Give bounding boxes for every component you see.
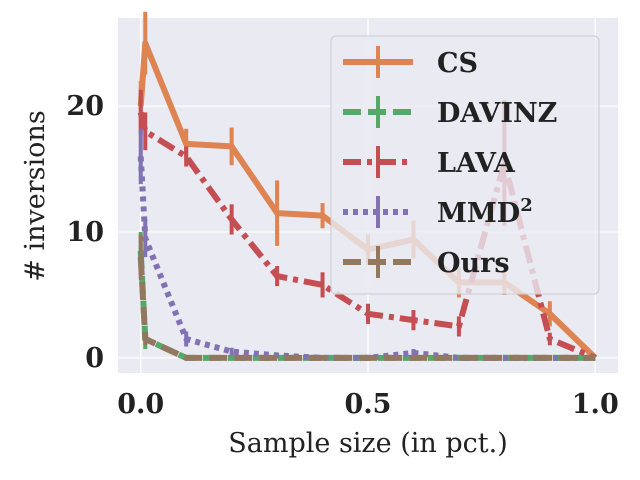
legend-item: MMD2 xyxy=(343,195,533,229)
y-axis-label: # inversions xyxy=(20,110,51,281)
y-tick-label: 20 xyxy=(66,91,104,122)
x-tick-labels: 0.0 0.5 1.0 xyxy=(117,389,619,420)
x-tick-label: 0.5 xyxy=(345,389,392,420)
x-tick-label: 1.0 xyxy=(572,389,619,420)
y-tick-label: 10 xyxy=(66,217,104,248)
legend-label: Ours xyxy=(437,248,510,279)
x-tick-label: 0.0 xyxy=(117,389,164,420)
legend-label-superscript: 2 xyxy=(520,195,533,216)
legend-label: MMD2 xyxy=(437,195,533,229)
y-tick-labels: 0 10 20 xyxy=(66,91,104,374)
y-tick-label: 0 xyxy=(85,343,104,374)
legend: CS DAVINZ LAVA MMD2 Ours xyxy=(330,35,600,295)
legend-label: DAVINZ xyxy=(437,98,557,129)
legend-item: Ours xyxy=(343,246,510,279)
legend-item: LAVA xyxy=(343,146,516,179)
legend-item: CS xyxy=(343,46,478,79)
series-ours xyxy=(137,234,596,361)
series-layer xyxy=(137,11,598,361)
series-line xyxy=(137,257,596,361)
legend-label: CS xyxy=(437,48,478,79)
legend-box xyxy=(330,35,600,295)
x-axis-label: Sample size (in pct.) xyxy=(228,428,507,459)
legend-item: DAVINZ xyxy=(343,96,557,129)
legend-label: LAVA xyxy=(437,148,516,179)
